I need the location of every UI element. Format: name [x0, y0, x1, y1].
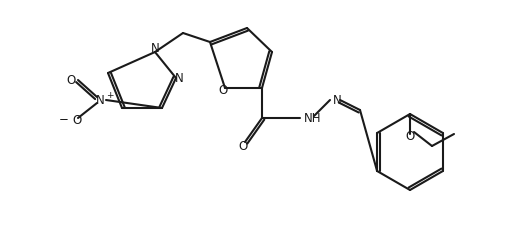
Text: N: N	[333, 93, 342, 107]
Text: NH: NH	[304, 111, 322, 124]
Text: N: N	[96, 93, 104, 107]
Text: O: O	[72, 113, 81, 127]
Text: O: O	[406, 130, 415, 142]
Text: +: +	[106, 90, 114, 100]
Text: O: O	[67, 74, 76, 86]
Text: O: O	[219, 83, 228, 97]
Text: O: O	[239, 140, 248, 152]
Text: −: −	[59, 113, 69, 127]
Text: N: N	[151, 43, 159, 55]
Text: N: N	[175, 72, 183, 84]
